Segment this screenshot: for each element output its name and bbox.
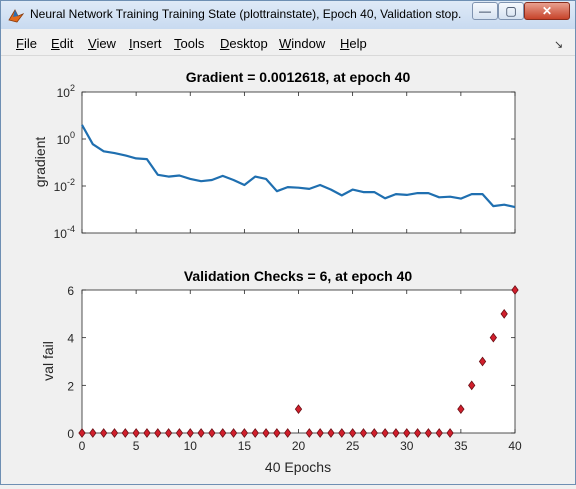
plots-svg: Gradient = 0.0012618, at epoch 40 102100… xyxy=(32,69,522,475)
valcheck-marker xyxy=(435,428,443,438)
valcheck-marker xyxy=(348,428,357,438)
valcheck-ytick-label: 6 xyxy=(67,284,74,298)
valcheck-marker xyxy=(316,428,324,438)
valcheck-marker xyxy=(478,356,487,367)
valcheck-marker xyxy=(197,428,205,438)
valcheck-marker xyxy=(229,428,238,438)
valcheck-marker xyxy=(446,428,454,438)
valcheck-marker xyxy=(240,428,249,438)
menu-tools[interactable]: Tools xyxy=(174,36,205,51)
gradient-series-line xyxy=(81,124,516,209)
valcheck-xtick-label: 25 xyxy=(346,439,360,453)
valcheck-xtick-label: 15 xyxy=(238,439,252,453)
valcheck-plot-title: Validation Checks = 6, at epoch 40 xyxy=(184,268,413,284)
valcheck-marker xyxy=(511,285,519,295)
dock-arrow-icon[interactable]: ↘ xyxy=(554,39,564,51)
menu-view[interactable]: View xyxy=(88,36,116,51)
valcheck-xtick-label: 40 xyxy=(508,439,522,453)
valcheck-marker xyxy=(457,404,465,415)
valcheck-marker xyxy=(284,428,292,438)
valcheck-marker xyxy=(143,428,151,438)
gradient-ytick-label: 10-2 xyxy=(54,177,75,194)
valcheck-marker xyxy=(100,428,108,438)
gradient-ytick-label: 102 xyxy=(57,83,75,100)
minimize-button[interactable]: — xyxy=(472,2,498,20)
valcheck-marker xyxy=(338,428,346,438)
menu-help[interactable]: Help xyxy=(340,36,367,51)
valcheck-marker xyxy=(489,332,497,343)
menu-edit[interactable]: Edit xyxy=(51,36,74,51)
gradient-ylabel: gradient xyxy=(32,137,48,188)
valcheck-marker xyxy=(468,380,476,391)
valcheck-marker xyxy=(164,428,173,438)
valcheck-xtick-label: 10 xyxy=(184,439,198,453)
menu-file[interactable]: File xyxy=(16,36,37,51)
valcheck-ytick-label: 2 xyxy=(67,379,74,393)
valcheck-marker xyxy=(500,308,508,319)
valcheck-marker xyxy=(154,428,162,438)
valcheck-marker xyxy=(89,428,97,438)
valcheck-xtick-label: 35 xyxy=(454,439,468,453)
valcheck-marker xyxy=(294,404,303,415)
close-button[interactable]: ✕ xyxy=(524,2,570,20)
valcheck-xtick-label: 0 xyxy=(79,439,86,453)
gradient-ytick-label: 10-4 xyxy=(54,224,75,241)
gradient-axes[interactable] xyxy=(81,91,516,234)
menu-insert[interactable]: Insert xyxy=(129,36,162,51)
valcheck-marker xyxy=(273,428,281,438)
matlab-icon xyxy=(8,9,24,23)
valcheck-marker xyxy=(186,428,194,438)
menu-bar: File Edit View Insert Tools Desktop Wind… xyxy=(1,33,575,56)
valcheck-marker xyxy=(370,428,378,438)
valcheck-marker xyxy=(413,428,422,438)
valcheck-marker xyxy=(403,428,411,438)
valcheck-marker xyxy=(424,428,433,438)
title-bar[interactable]: Neural Network Training Training State (… xyxy=(1,1,575,29)
valcheck-marker xyxy=(305,428,313,438)
valcheck-marker xyxy=(359,428,368,438)
valcheck-marker xyxy=(219,428,227,438)
valcheck-ytick-label: 4 xyxy=(67,332,74,346)
valcheck-xtick-label: 30 xyxy=(400,439,414,453)
valcheck-marker xyxy=(121,428,129,438)
valcheck-marker xyxy=(208,428,216,438)
valcheck-xtick-label: 20 xyxy=(292,439,306,453)
valcheck-xtick-label: 5 xyxy=(133,439,140,453)
valcheck-marker xyxy=(110,428,119,438)
valcheck-marker xyxy=(327,428,335,438)
gradient-plot-title: Gradient = 0.0012618, at epoch 40 xyxy=(186,69,411,85)
window-title: Neural Network Training Training State (… xyxy=(30,7,462,21)
gradient-ytick-label: 100 xyxy=(57,130,75,147)
figure-canvas: Gradient = 0.0012618, at epoch 40 102 100… xyxy=(1,56,575,484)
valcheck-marker xyxy=(392,428,400,438)
maximize-button[interactable]: ▢ xyxy=(498,2,524,20)
menu-window[interactable]: Window xyxy=(279,36,326,51)
valcheck-marker xyxy=(132,428,140,438)
valcheck-marker xyxy=(78,428,86,438)
valcheck-marker xyxy=(175,428,184,438)
valcheck-xlabel: 40 Epochs xyxy=(265,459,331,475)
valcheck-marker xyxy=(381,428,389,438)
valcheck-marker xyxy=(251,428,259,438)
menu-desktop[interactable]: Desktop xyxy=(220,36,268,51)
valcheck-ytick-label: 0 xyxy=(67,427,74,441)
valcheck-ylabel: val fail xyxy=(40,341,56,381)
valcheck-marker xyxy=(262,428,270,438)
